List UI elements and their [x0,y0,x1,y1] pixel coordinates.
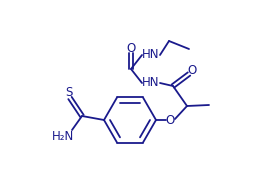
Text: O: O [187,65,197,78]
Text: HN: HN [142,49,160,61]
Text: H₂N: H₂N [52,131,74,143]
Text: O: O [126,41,136,55]
Text: S: S [65,87,73,99]
Text: O: O [165,113,174,127]
Text: HN: HN [142,76,160,89]
